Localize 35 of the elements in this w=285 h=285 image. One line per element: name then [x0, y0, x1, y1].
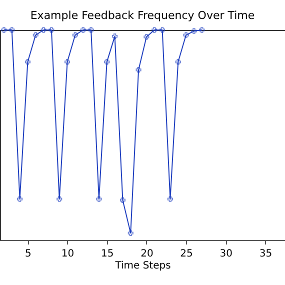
point: [199, 27, 205, 33]
point: [96, 196, 102, 202]
x-tick-label: 20: [140, 248, 154, 260]
point: [24, 59, 30, 65]
point: [88, 27, 94, 33]
x-tick-label: 15: [101, 248, 114, 260]
point: [48, 27, 54, 33]
point: [40, 27, 46, 33]
point: [32, 32, 38, 38]
point: [17, 196, 23, 202]
point: [64, 59, 70, 65]
x-tick-label: 5: [25, 248, 32, 260]
point: [72, 32, 78, 38]
point: [1, 27, 7, 33]
point: [183, 32, 189, 38]
x-tick-label: 25: [180, 248, 193, 260]
point: [120, 197, 126, 203]
point: [9, 27, 15, 33]
point: [80, 27, 86, 33]
x-axis-title: Time Steps: [114, 260, 171, 272]
point: [144, 34, 150, 40]
point: [175, 59, 181, 65]
point: [112, 34, 118, 40]
x-tick-label: 10: [61, 248, 74, 260]
chart-title: Example Feedback Frequency Over Time: [30, 9, 255, 22]
point: [191, 28, 197, 34]
x-tick-label: 35: [259, 248, 272, 260]
point: [136, 67, 142, 73]
point: [104, 59, 110, 65]
point: [128, 230, 134, 236]
point: [152, 27, 158, 33]
x-tick-label: 30: [220, 248, 232, 260]
point: [160, 27, 166, 33]
point: [167, 196, 173, 202]
point: [56, 196, 62, 202]
